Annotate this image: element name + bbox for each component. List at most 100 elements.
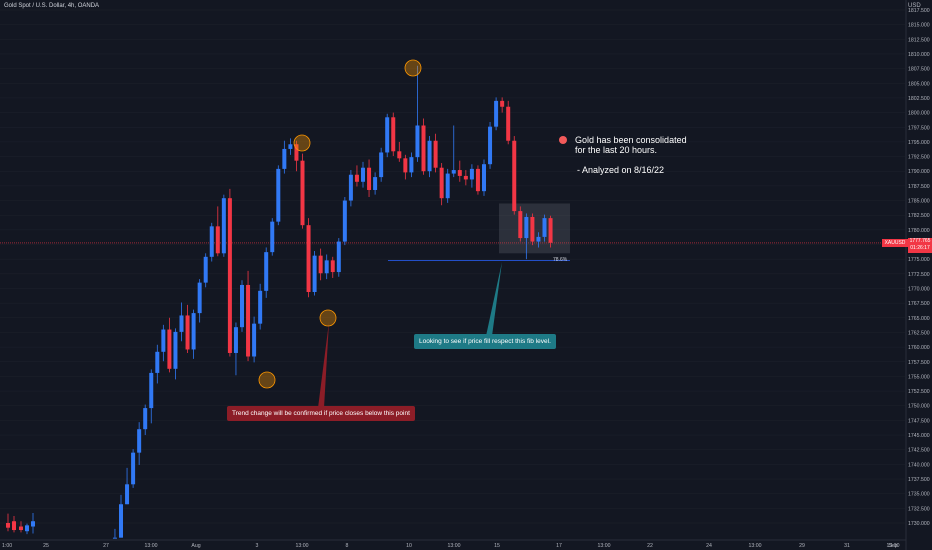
candle [155, 344, 160, 384]
candle [19, 521, 23, 533]
price-tick-label: 1785.000 [908, 199, 930, 205]
candle-body [179, 315, 184, 332]
candle [367, 159, 372, 198]
candle [288, 138, 293, 155]
candle [518, 206, 523, 242]
time-tick-label: 13:00 [296, 543, 309, 549]
candle [294, 140, 299, 172]
price-tick-label: 1755.000 [908, 374, 930, 380]
candle-body [31, 521, 35, 527]
analyzed-date: - Analyzed on 8/16/22 [577, 165, 665, 175]
candle-body [221, 198, 226, 254]
candle-body [421, 125, 426, 172]
candle-body [482, 164, 486, 192]
price-tick-label: 1745.000 [908, 433, 930, 439]
time-tick-label: 15 [494, 543, 500, 549]
candle-body [276, 168, 281, 222]
candle-body [427, 140, 432, 172]
candle-body [445, 173, 450, 199]
price-tick-label: 1752.500 [908, 389, 930, 395]
candle-body [173, 331, 178, 369]
time-tick-label: 13:00 [145, 543, 158, 549]
candle [409, 152, 414, 178]
candle-body [397, 151, 402, 159]
candle-body [415, 125, 420, 158]
price-tick-label: 1805.000 [908, 81, 930, 87]
price-tick-label: 1747.500 [908, 418, 930, 424]
candle [233, 322, 238, 376]
candle-body [469, 168, 474, 180]
candle [354, 165, 359, 187]
candle [282, 140, 287, 174]
candle-body [233, 327, 238, 353]
candle [246, 270, 251, 362]
candle-body [475, 168, 480, 192]
candle-body [385, 117, 390, 153]
candle-body [215, 226, 220, 254]
candle-body [155, 351, 160, 373]
candle [270, 218, 275, 256]
candle-body [500, 100, 505, 107]
price-tick-label: 1765.000 [908, 316, 930, 322]
candle [391, 112, 396, 156]
candle-body [300, 160, 305, 226]
time-tick-label: 1:00 [2, 543, 12, 549]
trend-callout-pointer [318, 322, 329, 408]
price-tick-label: 1737.500 [908, 477, 930, 483]
price-tick-label: 1760.000 [908, 345, 930, 351]
candle-body [282, 148, 287, 169]
candle [137, 422, 142, 465]
candle-body [342, 200, 347, 242]
candle-body [361, 167, 365, 182]
time-tick-label: 25 [43, 543, 49, 549]
consolidation-line-2: for the last 20 hours. [575, 145, 658, 155]
candle-body [185, 315, 190, 350]
candle-body [506, 106, 511, 141]
candle [475, 165, 480, 195]
candle [342, 197, 347, 246]
candle [185, 304, 190, 353]
candle-body [330, 260, 335, 273]
candle [179, 302, 184, 342]
time-tick-label: 22 [647, 543, 653, 549]
candle [215, 206, 220, 257]
time-tick-label: 27 [103, 543, 109, 549]
candle-body [6, 523, 10, 528]
candle [457, 160, 462, 182]
candle-body [391, 117, 396, 152]
candle [451, 125, 456, 178]
candle-body [518, 211, 523, 239]
candle-body [19, 526, 23, 531]
price-tick-label: 1740.000 [908, 462, 930, 468]
price-tick-label: 1800.000 [908, 111, 930, 117]
candle-body [252, 323, 257, 357]
candle-body [324, 260, 329, 274]
candle-body [258, 290, 263, 324]
candle-body [125, 484, 130, 505]
candle [12, 515, 16, 533]
candle-body [203, 256, 208, 283]
candle [488, 121, 493, 169]
price-tick-label: 1767.500 [908, 301, 930, 307]
candle-body [209, 226, 214, 257]
fib-callout: Looking to see if price fill respect thi… [414, 334, 556, 349]
price-tick-label: 1780.000 [908, 228, 930, 234]
price-tick-label: 1812.500 [908, 37, 930, 43]
red-dot-icon [559, 136, 567, 144]
candle-body [167, 329, 172, 369]
candle-body [306, 225, 311, 293]
candle-body [288, 144, 293, 149]
price-tick-label: 1802.500 [908, 96, 930, 102]
candle-body [379, 152, 384, 178]
candle-body [143, 408, 148, 430]
candle [324, 254, 329, 280]
time-tick-label: 10 [406, 543, 412, 549]
candle [524, 213, 529, 260]
current-price-badge: 1777.765 01:26:17 [908, 238, 932, 253]
time-tick-label: 13:00 [598, 543, 611, 549]
candle [173, 328, 178, 380]
candle-body [197, 282, 202, 314]
trend-callout: Trend change will be confirmed if price … [227, 406, 415, 421]
candle [530, 213, 535, 246]
